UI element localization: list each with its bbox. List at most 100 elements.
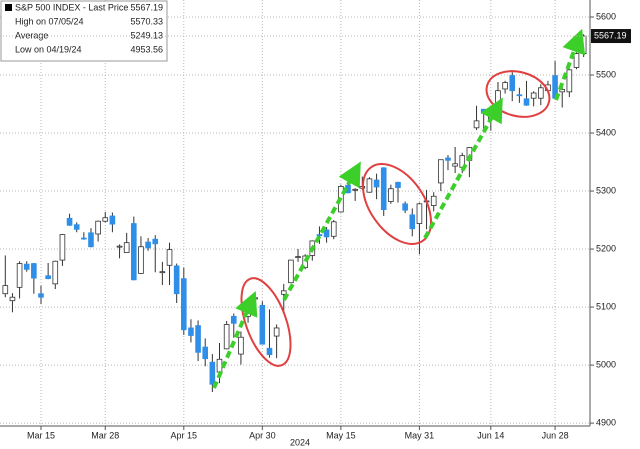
candle-body xyxy=(202,346,209,360)
candle-body xyxy=(45,275,51,280)
candle-body xyxy=(366,178,373,193)
legend-label: High on 07/05/24 xyxy=(15,16,84,26)
candle-body xyxy=(352,188,358,191)
x-tick-label: Apr 30 xyxy=(249,430,276,440)
candle-body xyxy=(523,98,530,106)
x-tick-label: May 31 xyxy=(405,430,435,440)
candle-body xyxy=(302,255,308,269)
candle-body xyxy=(373,179,380,188)
candle-body xyxy=(123,242,130,253)
candle-body xyxy=(559,89,566,93)
candle-body xyxy=(52,260,59,285)
candle-body xyxy=(216,358,223,373)
candle-body xyxy=(209,361,216,385)
y-tick-label: 5600 xyxy=(596,11,616,21)
highlight-ellipse xyxy=(362,163,432,245)
y-tick-label: 5100 xyxy=(596,301,616,311)
candle-body xyxy=(438,159,444,184)
candle-body xyxy=(2,285,9,295)
y-tick-label: 5500 xyxy=(596,69,616,79)
candle-body xyxy=(416,203,423,224)
candle-body xyxy=(238,336,244,355)
legend-label: Low on 04/19/24 xyxy=(15,44,82,54)
candle-body xyxy=(502,82,508,90)
legend-value: 5249.13 xyxy=(130,30,163,40)
candle-body xyxy=(73,224,80,230)
candle-body xyxy=(88,232,94,248)
x-axis-label: 2024 xyxy=(290,437,310,447)
candle-body xyxy=(180,278,187,331)
candle-body xyxy=(573,53,580,68)
candle-body xyxy=(81,237,87,240)
legend-label: S&P 500 INDEX - Last Price xyxy=(15,2,128,12)
candle-body xyxy=(195,325,201,353)
legend-value: 4953.56 xyxy=(130,44,163,54)
candle-body xyxy=(480,108,487,114)
trend-arrow xyxy=(212,290,258,389)
x-tick-label: Jun 28 xyxy=(542,430,569,440)
x-tick-label: Apr 15 xyxy=(171,430,198,440)
legend-label: Average xyxy=(15,30,48,40)
last-price-label: 5567.19 xyxy=(594,30,627,40)
candle-body xyxy=(9,296,16,302)
y-tick-label: 5200 xyxy=(596,243,616,253)
candle-body xyxy=(452,163,458,167)
trend-arrow xyxy=(423,97,503,239)
candle-body xyxy=(173,265,180,295)
candle-body xyxy=(566,69,573,93)
legend-swatch xyxy=(5,4,12,11)
candle-body xyxy=(95,220,101,235)
candle-body xyxy=(395,181,401,188)
candle-body xyxy=(330,221,337,237)
candle-body xyxy=(538,87,544,99)
candle-body xyxy=(230,315,237,324)
candle-body xyxy=(138,246,144,274)
candle-body xyxy=(530,92,537,99)
last-price-box xyxy=(591,29,631,44)
candle-body xyxy=(66,217,73,226)
candle-body xyxy=(16,263,23,288)
legend: S&P 500 INDEX - Last Price 5567.19 High on… xyxy=(0,0,168,62)
candle-body xyxy=(316,234,323,237)
x-tick-label: Mar 28 xyxy=(91,430,119,440)
candle-body xyxy=(116,245,123,248)
candle-body xyxy=(273,327,280,337)
candle-body xyxy=(409,214,416,230)
legend-value: 5567.19 xyxy=(130,2,163,12)
candle-body xyxy=(259,304,266,345)
candle-body xyxy=(23,263,30,270)
y-tick-label: 5300 xyxy=(596,185,616,195)
candle-body xyxy=(166,249,173,266)
candle-body xyxy=(430,195,437,206)
candle-body xyxy=(31,263,37,279)
candle-body xyxy=(38,293,44,298)
candle-body xyxy=(509,75,516,92)
highlight-ellipse xyxy=(485,70,551,118)
candle-body xyxy=(109,215,116,225)
candle-body xyxy=(516,94,523,97)
y-tick-label: 5000 xyxy=(596,359,616,369)
candle-body xyxy=(473,120,480,129)
candle-body xyxy=(188,327,194,336)
x-tick-label: Jun 14 xyxy=(477,430,504,440)
highlight-ellipse xyxy=(240,277,292,367)
candle-body xyxy=(445,157,451,161)
legend-box xyxy=(0,0,168,62)
candle-body xyxy=(131,223,137,281)
legend-value: 5570.33 xyxy=(130,16,163,26)
y-tick-label: 4900 xyxy=(596,417,616,427)
x-tick-label: Mar 15 xyxy=(27,430,55,440)
candle-body xyxy=(288,259,294,284)
candle-body xyxy=(252,297,259,300)
candle-body xyxy=(152,238,159,245)
candle-body xyxy=(145,241,151,249)
candle-body xyxy=(380,167,387,211)
candle-body xyxy=(388,188,394,202)
candle-body xyxy=(402,203,408,211)
candle-body xyxy=(295,256,301,258)
x-tick-label: May 15 xyxy=(326,430,356,440)
annotations xyxy=(212,28,586,389)
candle-body xyxy=(159,271,166,274)
candle-body xyxy=(580,35,587,54)
